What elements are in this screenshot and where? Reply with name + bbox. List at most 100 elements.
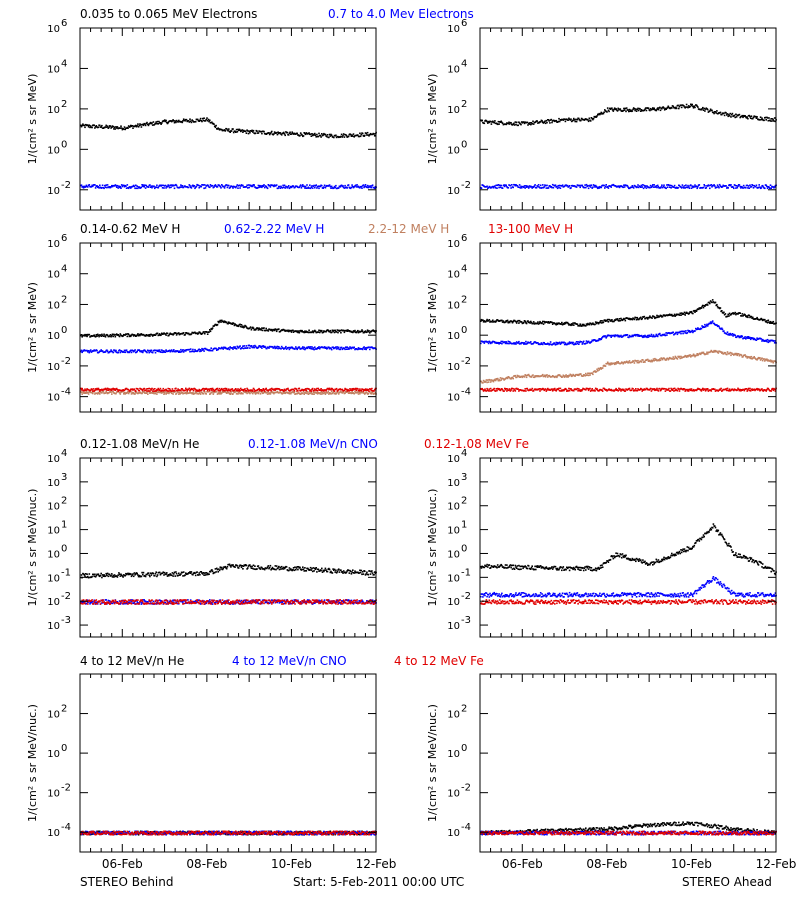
data-point bbox=[634, 389, 636, 392]
data-point bbox=[547, 321, 550, 323]
data-point bbox=[247, 132, 250, 135]
data-point bbox=[239, 129, 241, 131]
data-point bbox=[352, 331, 354, 334]
data-point bbox=[547, 387, 549, 390]
data-point bbox=[282, 391, 284, 393]
data-point bbox=[599, 367, 602, 369]
data-point bbox=[684, 332, 686, 334]
data-point bbox=[687, 184, 689, 187]
data-point bbox=[585, 325, 587, 327]
data-point bbox=[251, 184, 253, 187]
data-point bbox=[575, 120, 578, 123]
data-point bbox=[570, 324, 572, 327]
data-point bbox=[650, 186, 653, 189]
data-point bbox=[524, 320, 526, 323]
data-point bbox=[584, 184, 586, 186]
data-point bbox=[96, 349, 98, 352]
data-point bbox=[500, 120, 502, 123]
data-point bbox=[523, 122, 526, 125]
data-point bbox=[369, 185, 372, 187]
data-point bbox=[646, 336, 648, 339]
data-point bbox=[565, 388, 567, 391]
data-point bbox=[146, 121, 148, 124]
data-point bbox=[366, 131, 369, 134]
data-point bbox=[600, 111, 603, 114]
data-point bbox=[757, 186, 760, 189]
data-point bbox=[489, 387, 492, 390]
data-point bbox=[309, 187, 312, 190]
data-point bbox=[197, 350, 199, 352]
data-point bbox=[248, 391, 250, 394]
data-point bbox=[261, 186, 263, 189]
data-point bbox=[318, 187, 320, 190]
data-point bbox=[620, 390, 622, 392]
data-point bbox=[538, 121, 541, 124]
data-point bbox=[114, 128, 117, 130]
data-point bbox=[92, 390, 94, 392]
data-point bbox=[139, 124, 142, 126]
data-point bbox=[166, 390, 169, 392]
data-point bbox=[529, 322, 531, 324]
data-point bbox=[628, 387, 631, 390]
data-point bbox=[237, 129, 240, 132]
data-point bbox=[352, 133, 355, 135]
data-point bbox=[237, 128, 239, 131]
data-point bbox=[373, 390, 375, 392]
data-point bbox=[759, 357, 761, 359]
data-point bbox=[510, 187, 512, 189]
data-point bbox=[147, 124, 150, 127]
data-point bbox=[659, 332, 661, 335]
data-point bbox=[615, 108, 617, 110]
data-point bbox=[747, 336, 750, 338]
legend-entry-row4-3: 4 to 12 MeV Fe bbox=[394, 654, 484, 668]
data-point bbox=[513, 184, 516, 186]
data-point bbox=[766, 358, 768, 360]
y-tick-label: 10 bbox=[447, 105, 460, 116]
data-point bbox=[125, 387, 128, 390]
data-point bbox=[131, 391, 133, 394]
data-point bbox=[299, 185, 301, 187]
data-point bbox=[216, 186, 219, 188]
data-point bbox=[528, 123, 531, 125]
data-point bbox=[103, 187, 105, 190]
data-point bbox=[295, 388, 298, 390]
data-point bbox=[328, 331, 331, 333]
data-point bbox=[81, 387, 83, 390]
data-point bbox=[104, 184, 106, 187]
series-behind-protons-1 bbox=[80, 319, 377, 338]
data-point bbox=[201, 349, 204, 351]
data-point bbox=[110, 335, 112, 338]
data-point bbox=[222, 320, 224, 323]
data-point bbox=[644, 186, 646, 188]
data-point bbox=[525, 185, 527, 187]
data-point bbox=[339, 348, 341, 351]
data-point bbox=[575, 186, 578, 188]
data-point bbox=[555, 119, 557, 122]
data-point bbox=[769, 340, 771, 343]
data-point bbox=[708, 184, 710, 187]
data-point bbox=[595, 116, 598, 118]
data-point bbox=[601, 320, 603, 322]
data-point bbox=[585, 342, 587, 345]
data-point bbox=[172, 393, 174, 395]
data-point bbox=[116, 391, 119, 393]
data-point bbox=[582, 324, 584, 327]
data-point bbox=[640, 388, 643, 390]
data-point bbox=[749, 117, 752, 119]
data-point bbox=[263, 186, 266, 189]
data-point bbox=[86, 349, 88, 352]
data-point bbox=[512, 320, 514, 323]
data-point bbox=[359, 187, 361, 189]
data-point bbox=[487, 342, 490, 345]
data-point bbox=[157, 349, 160, 352]
data-point bbox=[756, 316, 758, 319]
data-point bbox=[144, 389, 147, 392]
data-point bbox=[361, 348, 364, 351]
data-point bbox=[636, 333, 639, 336]
data-point bbox=[619, 319, 622, 322]
data-point bbox=[539, 320, 541, 323]
data-point bbox=[221, 387, 223, 390]
data-point bbox=[561, 321, 563, 324]
data-point bbox=[690, 187, 693, 189]
data-point bbox=[99, 350, 102, 353]
